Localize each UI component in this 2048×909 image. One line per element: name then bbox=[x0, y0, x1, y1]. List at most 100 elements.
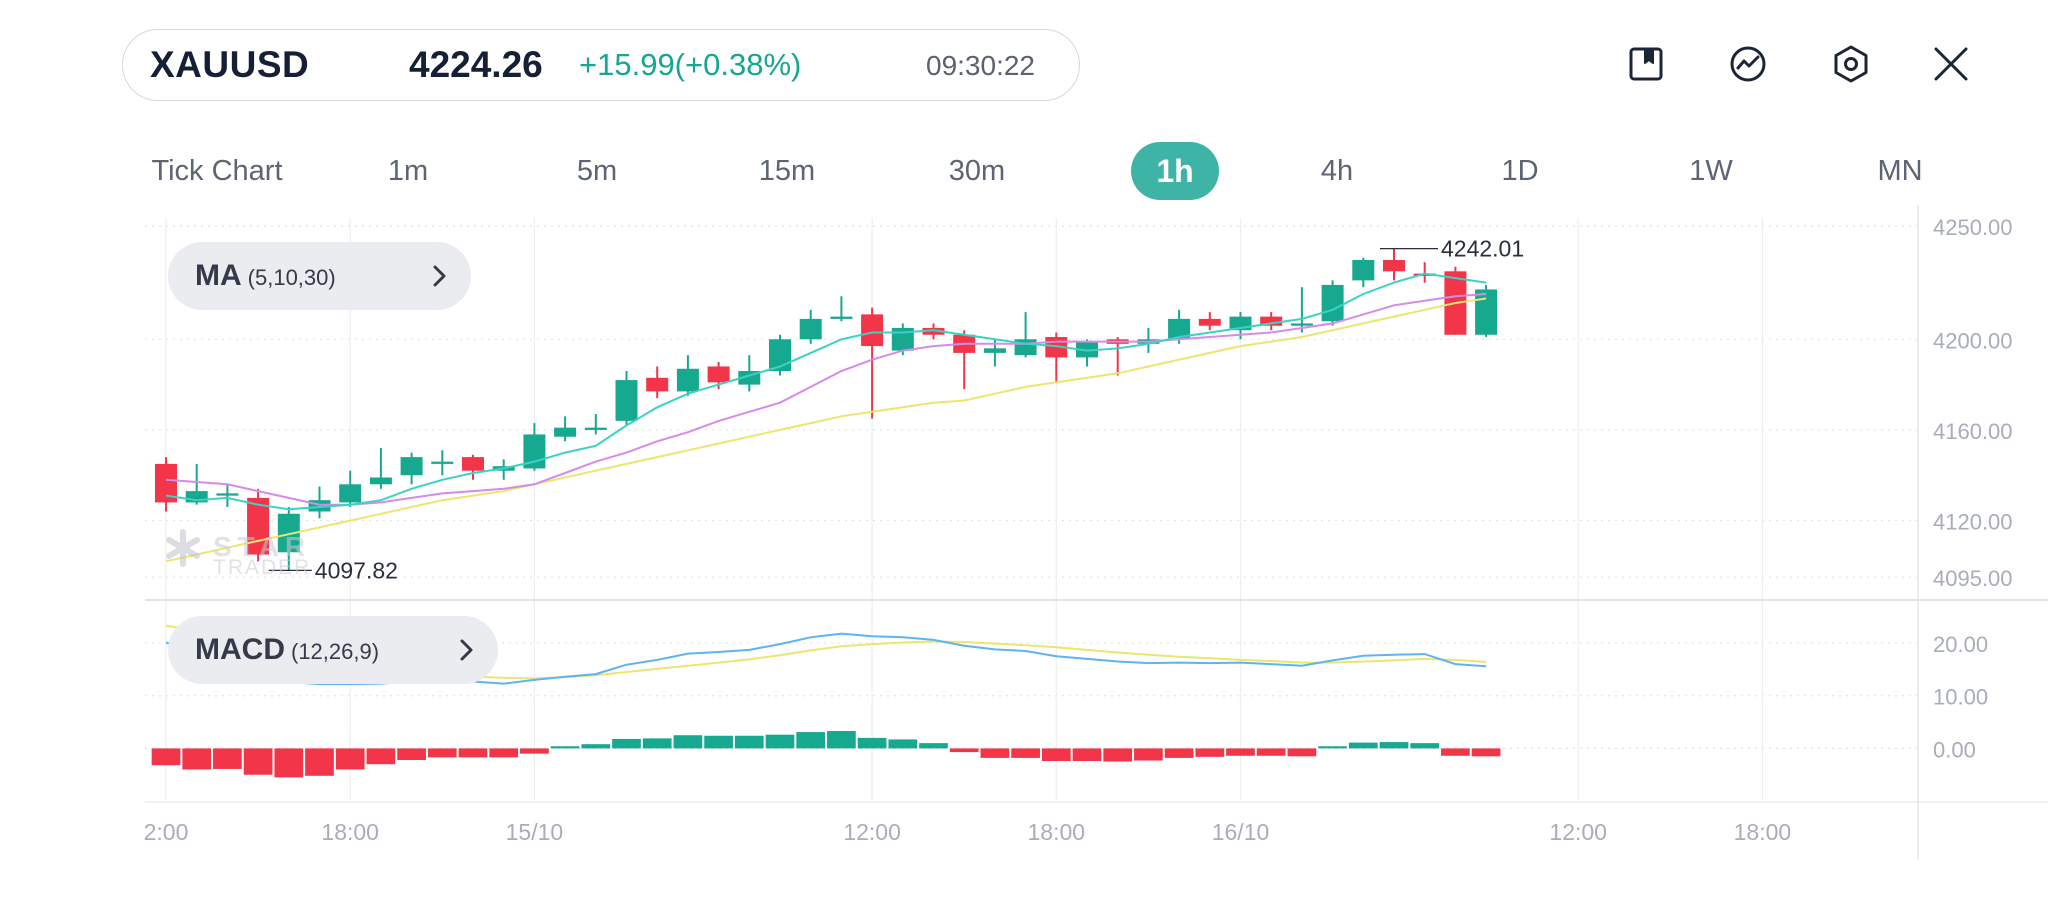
macd-histogram-bar[interactable] bbox=[1348, 742, 1378, 749]
macd-histogram-bar[interactable] bbox=[1256, 748, 1286, 756]
macd-histogram-bar[interactable] bbox=[1041, 748, 1071, 762]
tab-4h[interactable]: 4h bbox=[1320, 155, 1354, 187]
macd-histogram-bar[interactable] bbox=[550, 746, 580, 749]
macd-histogram-bar[interactable] bbox=[305, 748, 334, 776]
tab-1w[interactable]: 1W bbox=[1689, 155, 1733, 187]
macd-histogram-bar[interactable] bbox=[213, 748, 242, 769]
candle[interactable] bbox=[339, 470, 362, 507]
tab-30m[interactable]: 30m bbox=[948, 155, 1006, 187]
macd-histogram-bar[interactable] bbox=[151, 748, 181, 766]
macd-histogram-bar[interactable] bbox=[796, 732, 826, 749]
macd-histogram-bar[interactable] bbox=[427, 748, 457, 758]
candle[interactable] bbox=[1198, 312, 1221, 331]
macd-histogram-bar[interactable] bbox=[949, 748, 979, 753]
tab-1h[interactable]: 1h bbox=[1131, 142, 1219, 200]
candle[interactable] bbox=[676, 355, 699, 396]
candle-body bbox=[922, 327, 945, 335]
macd-histogram-bar[interactable] bbox=[612, 738, 641, 749]
candle[interactable] bbox=[1321, 280, 1344, 326]
close-icon[interactable] bbox=[1929, 42, 1973, 86]
candle[interactable] bbox=[369, 448, 392, 489]
macd-histogram-bar[interactable] bbox=[489, 748, 519, 758]
candle[interactable] bbox=[1014, 312, 1037, 358]
macd-histogram-bar[interactable] bbox=[1410, 743, 1440, 749]
macd-histogram-bar[interactable] bbox=[1164, 748, 1194, 758]
candle[interactable] bbox=[431, 450, 454, 476]
candle[interactable] bbox=[646, 366, 669, 399]
macd-indicator-pill[interactable]: MACD (12,26,9) bbox=[168, 616, 498, 684]
candle[interactable] bbox=[953, 330, 976, 390]
macd-histogram-bar[interactable] bbox=[581, 744, 611, 749]
macd-histogram-bar[interactable] bbox=[673, 735, 703, 749]
candle-body bbox=[1413, 273, 1436, 276]
candle[interactable] bbox=[1475, 284, 1498, 338]
macd-histogram-bar[interactable] bbox=[1318, 746, 1347, 749]
candle[interactable] bbox=[922, 323, 945, 340]
candle[interactable] bbox=[277, 506, 300, 571]
macd-histogram-bar[interactable] bbox=[1471, 748, 1501, 757]
candle[interactable] bbox=[861, 307, 884, 419]
tab-5m[interactable]: 5m bbox=[576, 155, 618, 187]
macd-histogram-bar[interactable] bbox=[397, 748, 426, 760]
macd-histogram-bar[interactable] bbox=[1072, 748, 1102, 762]
candle-body bbox=[155, 463, 177, 503]
tab-15m[interactable]: 15m bbox=[758, 155, 816, 187]
candle[interactable] bbox=[1168, 309, 1191, 344]
tab-1m[interactable]: 1m bbox=[387, 155, 429, 187]
macd-histogram-bar[interactable] bbox=[1287, 748, 1317, 757]
candle[interactable] bbox=[1106, 337, 1129, 376]
candle[interactable] bbox=[830, 296, 853, 322]
candle[interactable] bbox=[584, 414, 607, 435]
macd-histogram-bar[interactable] bbox=[857, 737, 887, 749]
macd-histogram-bar[interactable] bbox=[1134, 748, 1163, 761]
macd-histogram-bar[interactable] bbox=[704, 735, 733, 749]
quote-time: 09:30:22 bbox=[926, 50, 1035, 81]
macd-histogram-bar[interactable] bbox=[980, 748, 1010, 758]
candle[interactable] bbox=[1383, 248, 1405, 281]
macd-histogram-bar[interactable] bbox=[458, 748, 488, 758]
macd-histogram-bar[interactable] bbox=[888, 739, 918, 749]
macd-histogram-bar[interactable] bbox=[642, 738, 672, 749]
macd-histogram-bar[interactable] bbox=[734, 735, 764, 749]
candle[interactable] bbox=[799, 309, 822, 344]
macd-histogram-bar[interactable] bbox=[366, 748, 396, 765]
macd-histogram-bar[interactable] bbox=[1226, 748, 1255, 756]
bookmark-icon[interactable] bbox=[1624, 42, 1668, 86]
macd-histogram-bar[interactable] bbox=[335, 748, 365, 770]
candle[interactable] bbox=[1290, 287, 1313, 333]
candle[interactable] bbox=[1076, 339, 1098, 367]
macd-histogram-bar[interactable] bbox=[1441, 748, 1470, 756]
macd-histogram-bar[interactable] bbox=[1379, 742, 1409, 749]
macd-histogram-bar[interactable] bbox=[765, 734, 795, 749]
macd-histogram-bar[interactable] bbox=[1103, 748, 1133, 762]
candle[interactable] bbox=[1413, 262, 1436, 283]
candle[interactable] bbox=[155, 457, 177, 512]
trend-icon[interactable] bbox=[1726, 42, 1770, 86]
macd-axis-tick-label: 20.00 bbox=[1933, 632, 1988, 657]
ma-indicator-pill[interactable]: MA (5,10,30) bbox=[168, 242, 471, 310]
macd-histogram-bar[interactable] bbox=[1011, 748, 1040, 758]
tab-mn[interactable]: MN bbox=[1877, 155, 1923, 187]
candle[interactable] bbox=[615, 371, 638, 426]
candle[interactable] bbox=[400, 452, 423, 485]
candle[interactable] bbox=[554, 416, 577, 442]
candle[interactable] bbox=[1045, 332, 1068, 383]
candle[interactable] bbox=[1352, 257, 1375, 288]
macd-histogram-bar[interactable] bbox=[827, 731, 856, 749]
macd-histogram-bar[interactable] bbox=[919, 743, 948, 749]
settings-icon[interactable] bbox=[1829, 42, 1873, 86]
macd-histogram-bar[interactable] bbox=[520, 748, 549, 754]
tab-1d[interactable]: 1D bbox=[1501, 155, 1539, 187]
candle[interactable] bbox=[462, 454, 484, 480]
candle[interactable] bbox=[216, 484, 239, 507]
candle[interactable] bbox=[185, 463, 208, 505]
macd-histogram-bar[interactable] bbox=[1195, 748, 1225, 757]
macd-histogram-bar[interactable] bbox=[243, 748, 273, 775]
macd-histogram-bar[interactable] bbox=[274, 748, 304, 778]
symbol-label[interactable]: XAUUSD bbox=[150, 44, 310, 85]
candle[interactable] bbox=[308, 486, 331, 519]
macd-histogram-bar[interactable] bbox=[182, 748, 212, 770]
candle[interactable] bbox=[1260, 312, 1283, 331]
tab-tick-chart[interactable]: Tick Chart bbox=[151, 155, 283, 187]
